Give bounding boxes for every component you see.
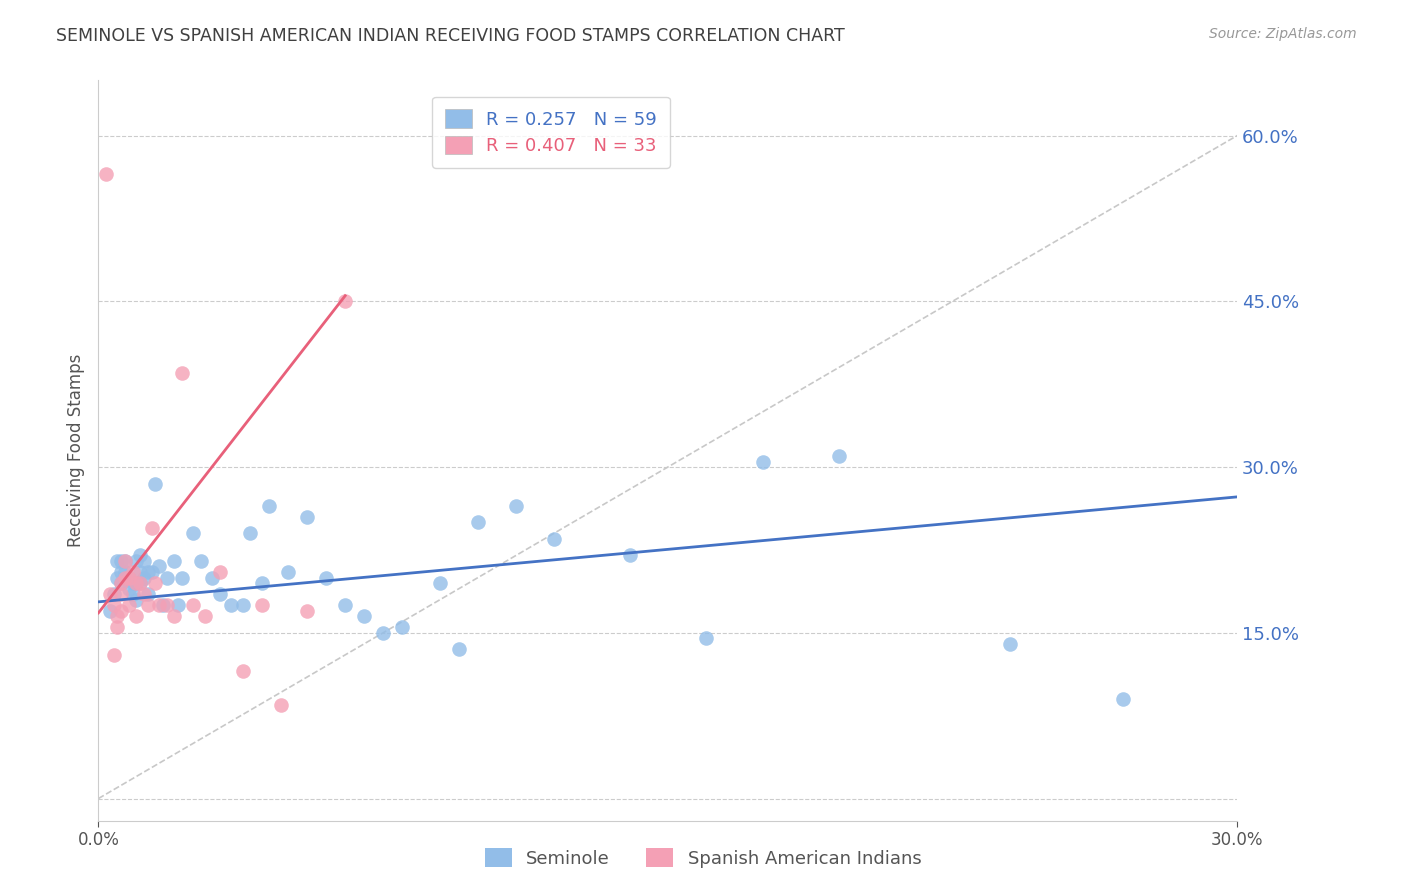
Point bbox=[110, 587, 132, 601]
Point bbox=[183, 598, 205, 612]
Point bbox=[543, 532, 565, 546]
Point bbox=[695, 632, 717, 646]
Point bbox=[114, 570, 136, 584]
Y-axis label: Receiving Food Stamps: Receiving Food Stamps bbox=[66, 354, 84, 547]
Point bbox=[170, 366, 193, 380]
Point bbox=[1112, 692, 1135, 706]
Point bbox=[118, 570, 141, 584]
Point bbox=[449, 642, 471, 657]
Legend: Seminole, Spanish American Indians: Seminole, Spanish American Indians bbox=[474, 838, 932, 879]
Point bbox=[145, 576, 167, 591]
Point bbox=[232, 598, 254, 612]
Point bbox=[121, 576, 143, 591]
Point bbox=[129, 576, 152, 591]
Point bbox=[125, 609, 148, 624]
Point bbox=[239, 526, 262, 541]
Point bbox=[114, 554, 136, 568]
Point bbox=[277, 565, 299, 579]
Point bbox=[371, 625, 394, 640]
Point bbox=[118, 582, 141, 596]
Point bbox=[110, 576, 132, 591]
Point bbox=[145, 476, 167, 491]
Point bbox=[335, 598, 357, 612]
Point bbox=[110, 576, 132, 591]
Point bbox=[156, 570, 179, 584]
Point bbox=[221, 598, 243, 612]
Point bbox=[136, 587, 159, 601]
Point bbox=[163, 554, 186, 568]
Point bbox=[114, 554, 136, 568]
Point bbox=[194, 609, 217, 624]
Point bbox=[297, 509, 319, 524]
Point bbox=[125, 576, 148, 591]
Point bbox=[232, 665, 254, 679]
Point bbox=[107, 554, 129, 568]
Point bbox=[201, 570, 224, 584]
Point bbox=[152, 598, 174, 612]
Point bbox=[98, 587, 121, 601]
Point bbox=[141, 521, 163, 535]
Point bbox=[125, 592, 148, 607]
Point bbox=[103, 648, 125, 662]
Point bbox=[270, 698, 292, 712]
Point bbox=[297, 604, 319, 618]
Point bbox=[505, 499, 527, 513]
Point bbox=[103, 598, 125, 612]
Point bbox=[118, 598, 141, 612]
Point bbox=[125, 554, 148, 568]
Point bbox=[828, 449, 851, 463]
Point bbox=[114, 570, 136, 584]
Point bbox=[136, 565, 159, 579]
Point bbox=[132, 587, 155, 601]
Point bbox=[163, 609, 186, 624]
Point bbox=[183, 526, 205, 541]
Point bbox=[148, 598, 170, 612]
Point bbox=[353, 609, 375, 624]
Point bbox=[208, 587, 231, 601]
Point bbox=[107, 570, 129, 584]
Point bbox=[110, 604, 132, 618]
Point bbox=[98, 604, 121, 618]
Point bbox=[107, 620, 129, 634]
Text: SEMINOLE VS SPANISH AMERICAN INDIAN RECEIVING FOOD STAMPS CORRELATION CHART: SEMINOLE VS SPANISH AMERICAN INDIAN RECE… bbox=[56, 27, 845, 45]
Point bbox=[125, 576, 148, 591]
Point bbox=[136, 598, 159, 612]
Point bbox=[110, 554, 132, 568]
Point bbox=[132, 570, 155, 584]
Point bbox=[129, 549, 152, 563]
Point bbox=[110, 565, 132, 579]
Point bbox=[156, 598, 179, 612]
Point bbox=[121, 587, 143, 601]
Point bbox=[114, 565, 136, 579]
Point bbox=[335, 294, 357, 309]
Point bbox=[391, 620, 413, 634]
Point bbox=[129, 565, 152, 579]
Point bbox=[208, 565, 231, 579]
Text: Source: ZipAtlas.com: Source: ZipAtlas.com bbox=[1209, 27, 1357, 41]
Point bbox=[94, 167, 117, 181]
Point bbox=[190, 554, 212, 568]
Point bbox=[103, 587, 125, 601]
Point bbox=[467, 516, 489, 530]
Point bbox=[998, 637, 1021, 651]
Point bbox=[752, 454, 775, 468]
Point bbox=[129, 576, 152, 591]
Point bbox=[619, 549, 641, 563]
Point bbox=[107, 609, 129, 624]
Legend: R = 0.257   N = 59, R = 0.407   N = 33: R = 0.257 N = 59, R = 0.407 N = 33 bbox=[432, 96, 669, 168]
Point bbox=[429, 576, 451, 591]
Point bbox=[250, 598, 273, 612]
Point bbox=[118, 570, 141, 584]
Point bbox=[121, 565, 143, 579]
Point bbox=[170, 570, 193, 584]
Point bbox=[315, 570, 337, 584]
Point bbox=[141, 565, 163, 579]
Point bbox=[148, 559, 170, 574]
Point bbox=[259, 499, 281, 513]
Point bbox=[167, 598, 190, 612]
Point bbox=[132, 554, 155, 568]
Point bbox=[250, 576, 273, 591]
